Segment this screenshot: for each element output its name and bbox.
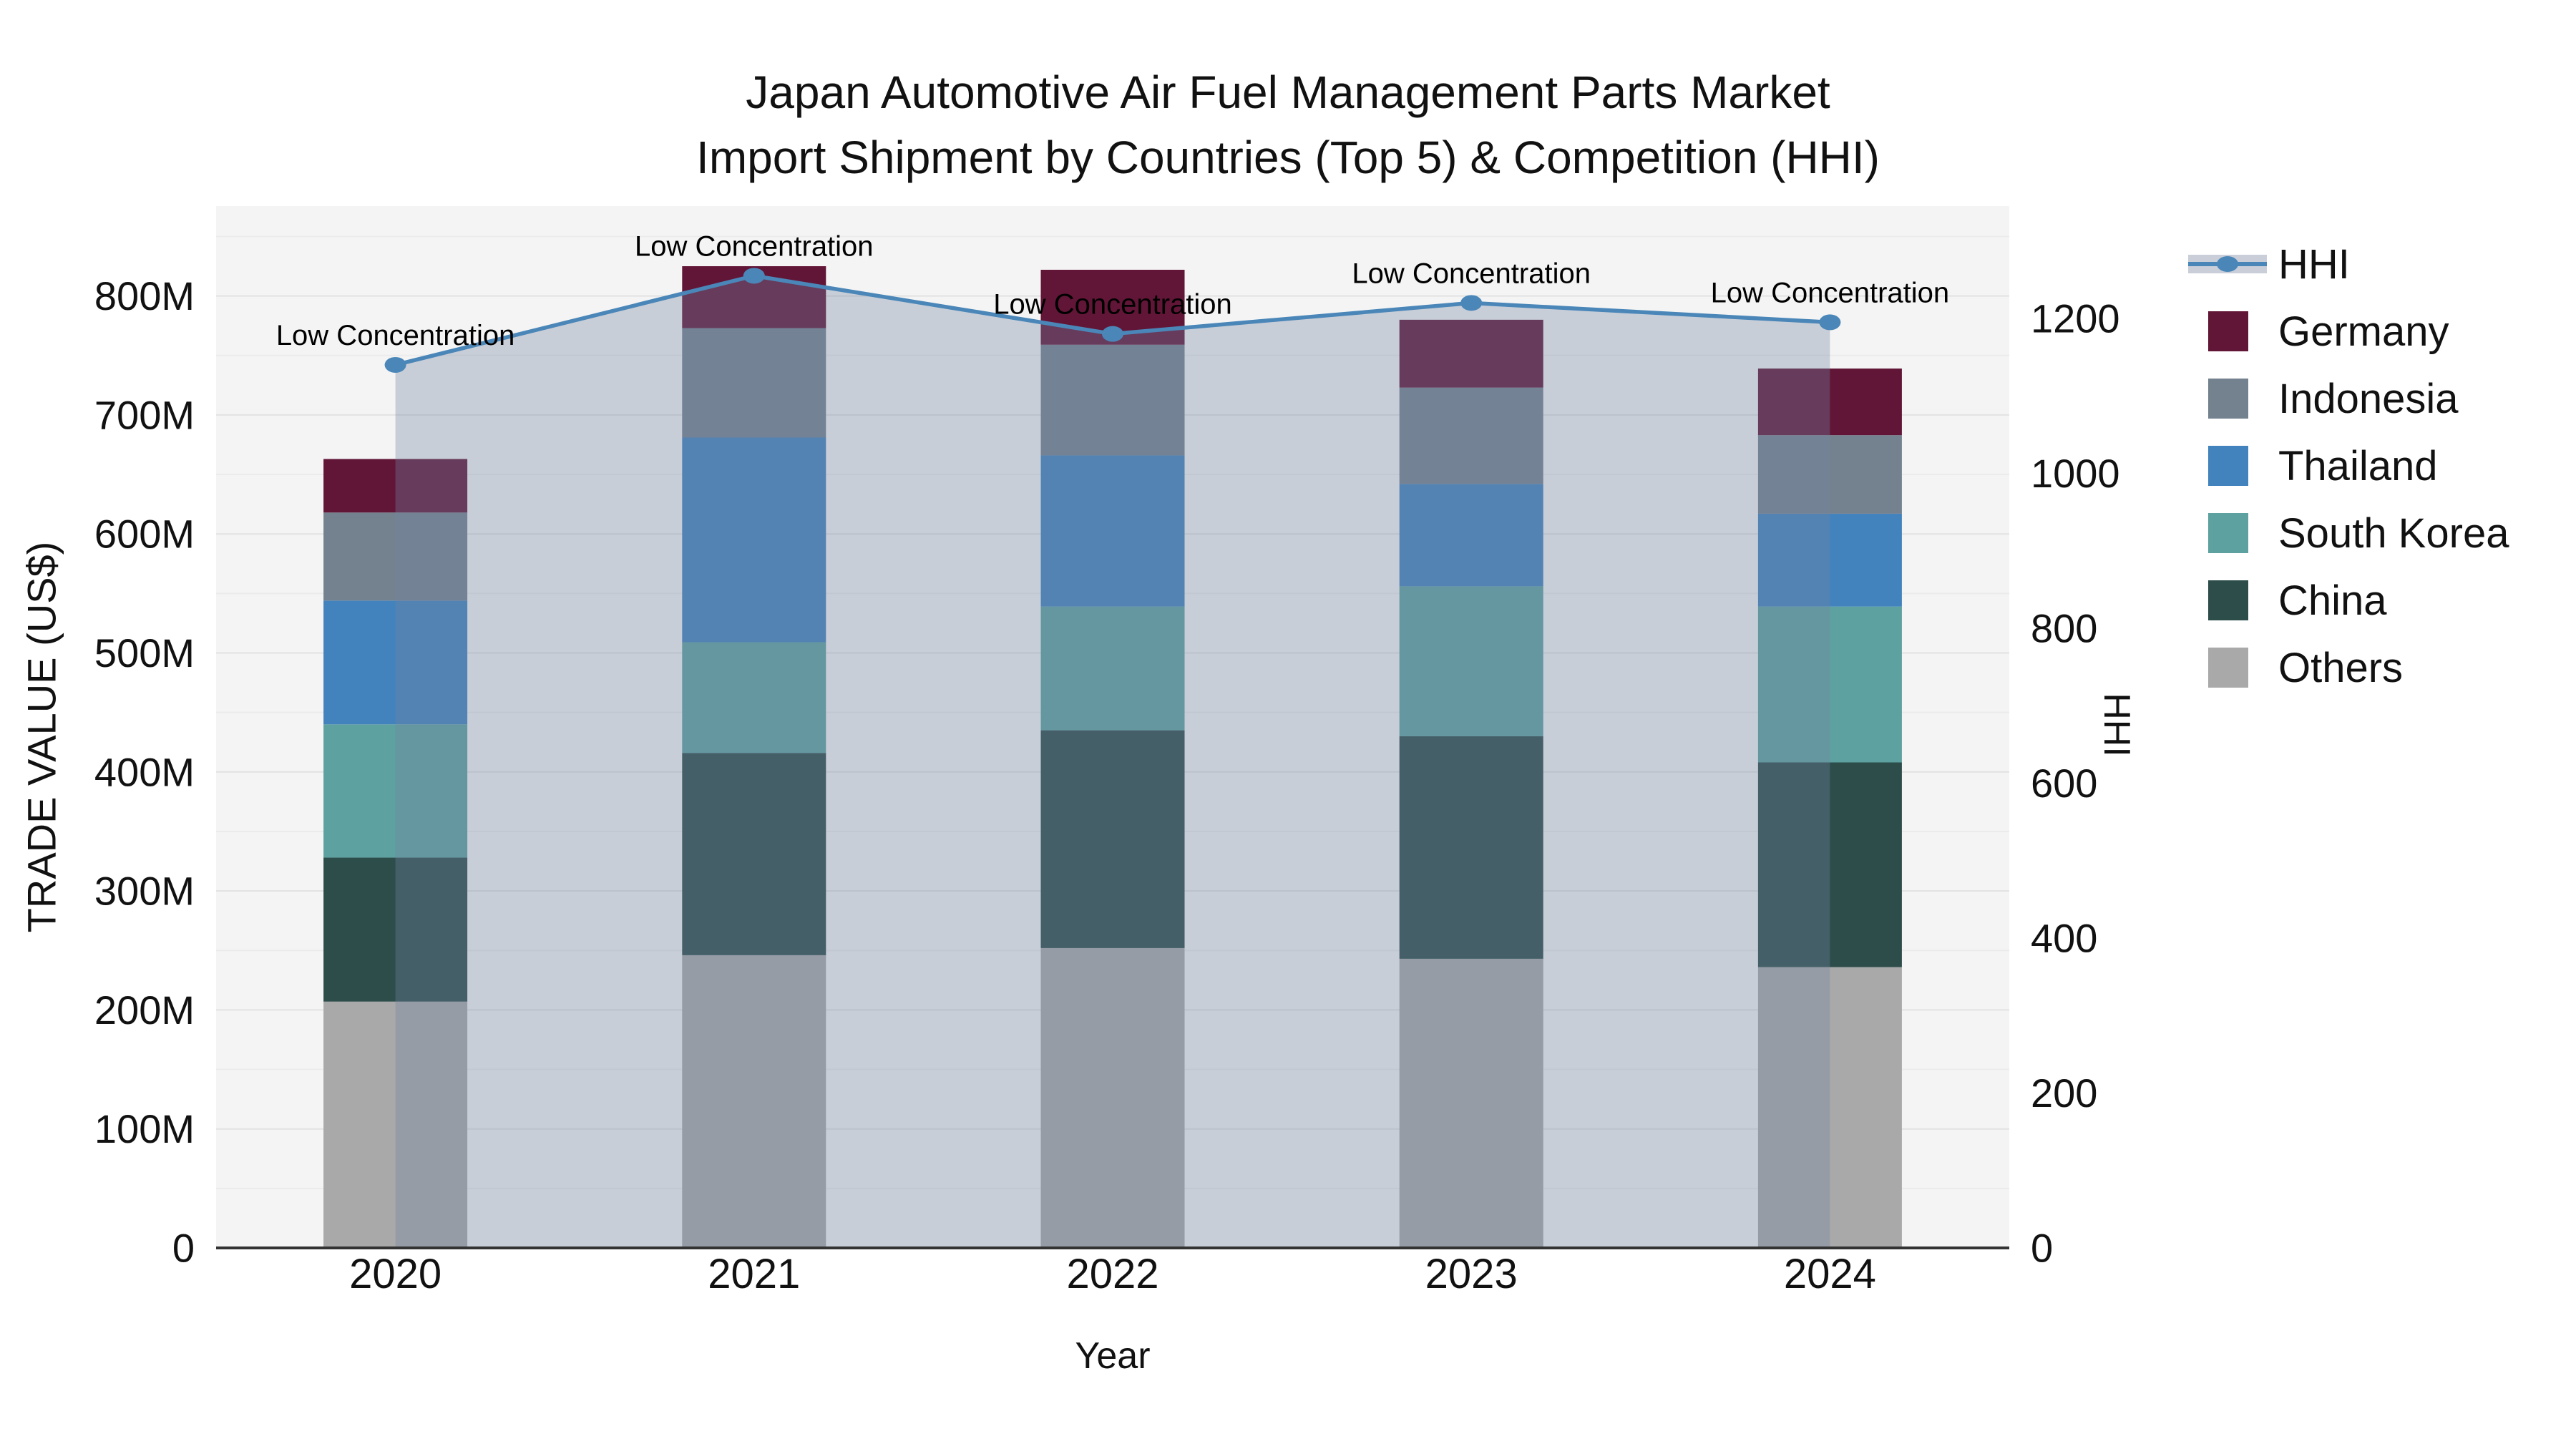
y-left-tick-label: 600M bbox=[94, 512, 195, 557]
x-tick-label-2022: 2022 bbox=[1066, 1251, 1158, 1297]
bar-segment-china-2020 bbox=[323, 857, 468, 1002]
legend-item-germany[interactable]: Germany bbox=[2188, 298, 2509, 365]
bar-segment-germany-2020 bbox=[323, 459, 468, 513]
legend-item-hhi[interactable]: HHI bbox=[2188, 230, 2509, 298]
y-right-tick-label: 1200 bbox=[2031, 296, 2120, 341]
hhi-marker-2022 bbox=[1102, 326, 1123, 342]
legend: HHI Germany Indonesia Thailand South Kor… bbox=[2188, 230, 2509, 701]
x-tick-label-2023: 2023 bbox=[1425, 1251, 1518, 1297]
legend-item-others[interactable]: Others bbox=[2188, 634, 2509, 701]
y-right-tick-label: 1000 bbox=[2031, 451, 2120, 496]
legend-label: China bbox=[2278, 577, 2387, 624]
y-left-tick-label: 700M bbox=[94, 392, 195, 437]
x-axis-title: Year bbox=[1075, 1335, 1151, 1377]
annotation-2021: Low Concentration bbox=[635, 230, 874, 262]
legend-label: Germany bbox=[2278, 308, 2449, 355]
hhi-line-swatch-icon bbox=[2188, 248, 2267, 280]
legend-item-china[interactable]: China bbox=[2188, 567, 2509, 634]
bar-segment-indonesia-2022 bbox=[1040, 344, 1185, 456]
bar-segment-others-2023 bbox=[1399, 958, 1543, 1248]
bar-segment-others-2022 bbox=[1040, 947, 1185, 1248]
bar-segment-thailand-2023 bbox=[1399, 484, 1543, 587]
y-axis-title-left: TRADE VALUE (US$) bbox=[19, 541, 64, 933]
bar-segment-thailand-2020 bbox=[323, 600, 468, 725]
bar-segment-china-2021 bbox=[682, 753, 826, 955]
legend-item-indonesia[interactable]: Indonesia bbox=[2188, 365, 2509, 432]
y-right-tick-label: 800 bbox=[2031, 606, 2097, 651]
legend-label: HHI bbox=[2278, 240, 2350, 288]
annotation-2023: Low Concentration bbox=[1352, 258, 1591, 289]
y-left-tick-label: 0 bbox=[172, 1226, 195, 1271]
chart-title: Japan Automotive Air Fuel Management Par… bbox=[0, 60, 2576, 190]
y-left-tick-label: 400M bbox=[94, 749, 195, 794]
y-right-tick-label: 600 bbox=[2031, 761, 2097, 806]
thailand-swatch-icon bbox=[2208, 446, 2248, 486]
bar-segment-germany-2024 bbox=[1757, 369, 1902, 436]
others-swatch-icon bbox=[2208, 648, 2248, 688]
bar-segment-south-korea-2023 bbox=[1399, 586, 1543, 736]
hhi-marker-2021 bbox=[743, 268, 765, 284]
bar-segment-others-2024 bbox=[1757, 967, 1902, 1248]
y-left-tick-label: 100M bbox=[94, 1106, 195, 1151]
y-left-tick-label: 800M bbox=[94, 273, 195, 318]
bar-segment-others-2021 bbox=[682, 955, 826, 1248]
bar-segment-china-2024 bbox=[1757, 762, 1902, 967]
bar-segment-south-korea-2024 bbox=[1757, 606, 1902, 763]
legend-label: Others bbox=[2278, 644, 2404, 691]
bar-segment-thailand-2022 bbox=[1040, 455, 1185, 607]
annotation-2020: Low Concentration bbox=[276, 320, 515, 351]
bar-segment-germany-2023 bbox=[1399, 319, 1543, 388]
bar-segment-others-2020 bbox=[323, 1001, 468, 1248]
bar-segment-south-korea-2021 bbox=[682, 642, 826, 753]
south-korea-swatch-icon bbox=[2208, 513, 2248, 553]
hhi-marker-2020 bbox=[384, 356, 406, 373]
bar-segment-indonesia-2023 bbox=[1399, 387, 1543, 484]
bar-segment-thailand-2021 bbox=[682, 437, 826, 643]
y-right-tick-label: 400 bbox=[2031, 916, 2097, 961]
legend-label: South Korea bbox=[2278, 509, 2509, 557]
hhi-marker-2023 bbox=[1460, 295, 1483, 311]
y-right-tick-label: 200 bbox=[2031, 1070, 2097, 1116]
legend-item-thailand[interactable]: Thailand bbox=[2188, 432, 2509, 499]
germany-swatch-icon bbox=[2208, 311, 2248, 351]
bar-segment-china-2022 bbox=[1040, 730, 1185, 948]
legend-item-south-korea[interactable]: South Korea bbox=[2188, 499, 2509, 567]
y-right-tick-label: 0 bbox=[2031, 1226, 2053, 1271]
bar-segment-south-korea-2022 bbox=[1040, 606, 1185, 731]
y-left-tick-label: 500M bbox=[94, 630, 195, 675]
chart-title-line1: Japan Automotive Air Fuel Management Par… bbox=[746, 67, 1830, 118]
bar-segment-indonesia-2021 bbox=[682, 328, 826, 438]
chart-title-line2: Import Shipment by Countries (Top 5) & C… bbox=[696, 131, 1880, 183]
legend-label: Indonesia bbox=[2278, 375, 2459, 422]
china-swatch-icon bbox=[2208, 580, 2248, 620]
bar-segment-thailand-2024 bbox=[1757, 513, 1902, 607]
legend-label: Thailand bbox=[2278, 442, 2438, 489]
bar-segment-indonesia-2024 bbox=[1757, 435, 1902, 514]
x-tick-label-2024: 2024 bbox=[1784, 1251, 1876, 1297]
annotation-2024: Low Concentration bbox=[1711, 277, 1950, 308]
hhi-marker-2024 bbox=[1819, 314, 1841, 331]
y-axis-title-right: HHI bbox=[2096, 693, 2137, 757]
y-left-tick-label: 200M bbox=[94, 987, 195, 1033]
bar-segment-south-korea-2020 bbox=[323, 724, 468, 858]
x-tick-label-2020: 2020 bbox=[349, 1251, 441, 1297]
indonesia-swatch-icon bbox=[2208, 379, 2248, 419]
hhi-marker-glyph bbox=[2217, 256, 2238, 272]
y-left-tick-label: 300M bbox=[94, 869, 195, 914]
bar-segment-china-2023 bbox=[1399, 736, 1543, 959]
bar-segment-indonesia-2020 bbox=[323, 512, 468, 601]
x-tick-label-2021: 2021 bbox=[708, 1251, 800, 1297]
annotation-2022: Low Concentration bbox=[993, 289, 1232, 321]
hhi-band-fill bbox=[395, 275, 1830, 1248]
